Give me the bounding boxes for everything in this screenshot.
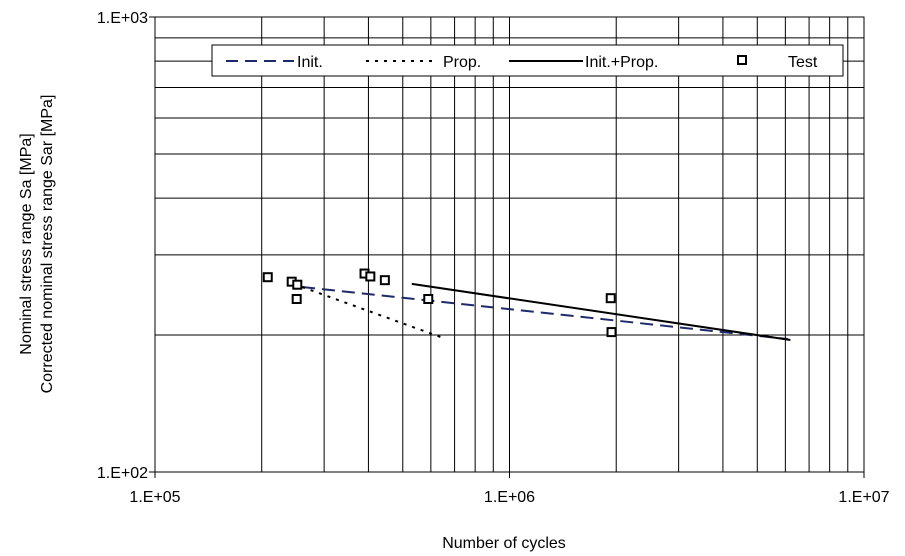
- test-point: [365, 271, 376, 282]
- legend: Init. Prop. Init.+Prop. Test: [211, 44, 844, 77]
- y-tick-label: 1.E+02: [97, 465, 148, 482]
- test-point: [605, 293, 616, 304]
- grid: [155, 17, 864, 472]
- legend-label-prop: Prop.: [443, 54, 481, 71]
- test-point: [423, 294, 434, 305]
- series-layer: [262, 268, 791, 341]
- legend-swatch-test: [737, 55, 747, 65]
- y-tick-label: 1.E+03: [97, 10, 148, 27]
- x-tick-label: 1.E+07: [838, 489, 889, 506]
- legend-label-test: Test: [788, 54, 818, 71]
- test-point: [379, 275, 390, 286]
- legend-label-init-prop: Init.+Prop.: [585, 54, 658, 71]
- x-tick-label: 1.E+05: [129, 489, 180, 506]
- series-line-init: [301, 286, 789, 340]
- test-point: [292, 279, 303, 290]
- legend-label-init: Init.: [297, 54, 323, 71]
- x-axis-title: Number of cycles: [442, 535, 566, 552]
- test-point: [262, 272, 273, 283]
- test-point: [606, 327, 617, 338]
- x-tick-label: 1.E+06: [484, 489, 535, 506]
- y-axis-title-line2: Corrected nominal stress range Sar [MPa]: [39, 95, 56, 394]
- series-line-init-prop: [411, 282, 791, 341]
- tick-labels: 1.E+05 1.E+06 1.E+07 1.E+02 1.E+03: [97, 10, 890, 506]
- y-axis-title-line1: Nominal stress range Sa [MPa]: [18, 133, 35, 354]
- test-point: [291, 294, 302, 305]
